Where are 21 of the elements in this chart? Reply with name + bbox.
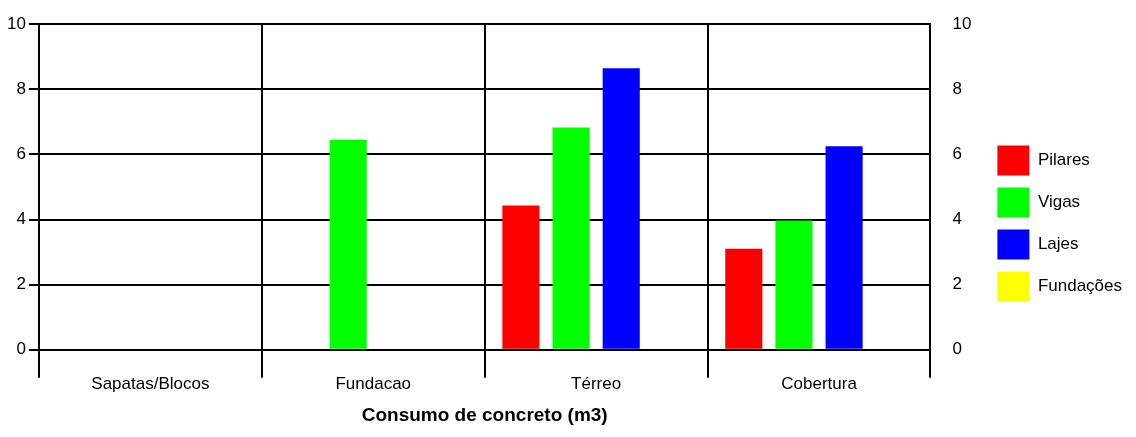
y2-tick-label: 4 [952,209,962,229]
y-tick-label: 8 [16,79,26,99]
x-tick-label: Cobertura [781,373,858,393]
y2-tick-label: 10 [952,13,972,33]
x-tick-label: Sapatas/Blocos [91,373,210,393]
y2-tick-label: 6 [952,144,962,164]
y-tick-label: 4 [16,209,26,229]
legend-label: Vigas [1037,192,1081,212]
y-tick-label: 6 [16,144,26,164]
legend-label: Fundações [1037,276,1123,296]
y2-tick-label: 2 [952,274,962,294]
legend-label: Lajes [1037,234,1079,254]
x-axis-title: Consumo de concreto (m3) [361,403,608,425]
y2-tick-label: 8 [952,79,962,99]
x-tick-label: Térreo [571,373,622,393]
y2-tick-label: 0 [952,339,962,359]
y-tick-label: 0 [16,339,26,359]
legend-label: Pilares [1037,150,1090,170]
y-tick-label: 2 [16,274,26,294]
y-tick-label: 10 [6,13,26,33]
x-tick-label: Fundacao [335,373,412,393]
